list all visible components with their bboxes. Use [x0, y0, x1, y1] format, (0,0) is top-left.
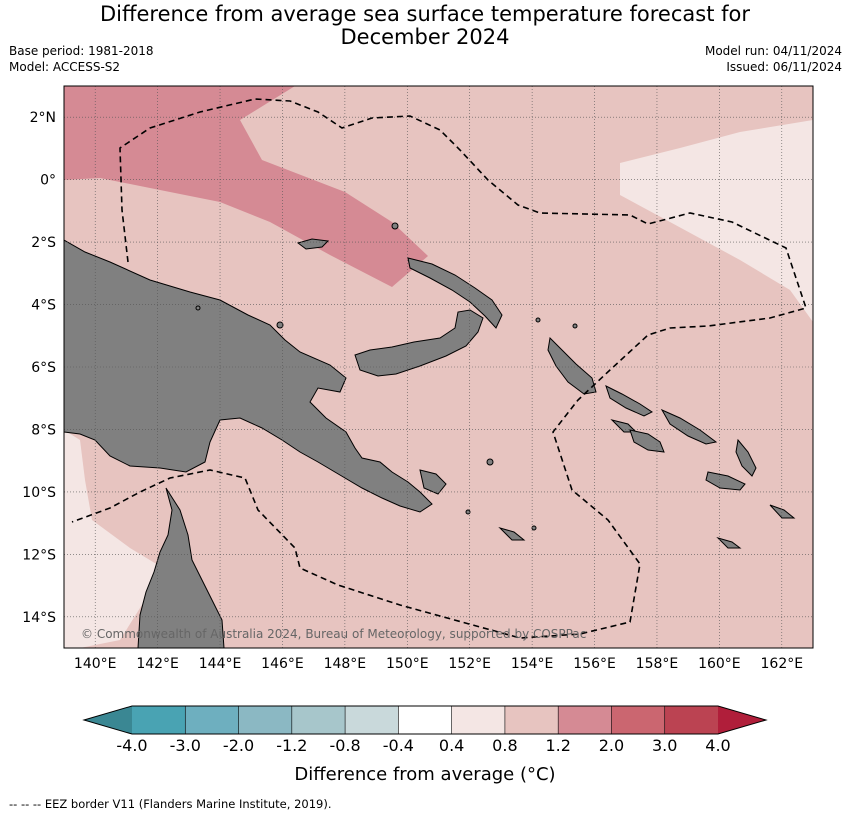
land-rennell [769, 504, 796, 519]
longitude-ticks: 140°E 142°E 144°E 146°E 148°E 150°E 152°E 154°E… [74, 656, 803, 672]
land-louisiade [498, 526, 526, 541]
colorbar-tick-label: 4.0 [705, 736, 730, 755]
colorbar-tick-label: 2.0 [599, 736, 624, 755]
colorbar-swatch [664, 706, 719, 734]
land-manus [296, 238, 330, 250]
land-choiseul [605, 385, 653, 417]
lon-tick-label: 152°E [448, 656, 491, 672]
gridlines [64, 86, 813, 648]
lat-tick-label: 2°S [31, 235, 56, 251]
colorbar-tick-label: -4.0 [116, 736, 147, 755]
land-new-ireland [407, 257, 503, 329]
colorbar-swatch [132, 706, 186, 734]
colorbar-tick-label: 0.8 [492, 736, 517, 755]
land-bougainville [547, 336, 597, 395]
lon-tick-label: 162°E [761, 656, 804, 672]
anomaly-band-0p4-0p8-southwest [64, 430, 158, 648]
land-santa-isabel [660, 408, 718, 445]
lat-tick-label: 6°S [31, 360, 56, 376]
colorbar-swatch [398, 706, 453, 734]
lat-tick-label: 10°S [22, 485, 56, 501]
colorbar-tick-label: 0.4 [439, 736, 464, 755]
colorbar-tick-label: -1.2 [276, 736, 307, 755]
title-line-1: Difference from average sea surface temp… [100, 2, 750, 26]
land-new-britain [354, 309, 484, 377]
colorbar-extend-high [718, 706, 766, 734]
base-period: Base period: 1981-2018 [9, 44, 154, 58]
model-run: Model run: 04/11/2024 [704, 44, 842, 58]
colorbar [82, 705, 768, 735]
land-tagula [716, 536, 742, 549]
copyright-text: © Commonwealth of Australia 2024, Bureau… [81, 627, 586, 641]
colorbar-outline [82, 705, 768, 735]
meta-left: Base period: 1981-2018 Model: ACCESS-S2 [9, 43, 154, 75]
lon-tick-label: 156°E [573, 656, 616, 672]
land-new-guinea [64, 239, 433, 513]
lon-tick-label: 144°E [199, 656, 242, 672]
colorbar-ticks: -4.0 -3.0 -2.0 -1.2 -0.8 -0.4 0.4 0.8 1.2 2.0 3.0 4… [116, 736, 730, 755]
lon-tick-label: 142°E [136, 656, 179, 672]
colorbar-swatch [451, 706, 506, 734]
lat-tick-label: 2°N [30, 110, 56, 126]
colorbar-tick-label: -0.8 [329, 736, 360, 755]
colorbar-swatch [611, 706, 666, 734]
colorbar-swatch [185, 706, 240, 734]
colorbar-swatch [504, 706, 559, 734]
land-makira [705, 471, 746, 491]
model-name: Model: ACCESS-S2 [9, 60, 121, 74]
anomaly-band-0p4-0p8-east [620, 120, 813, 322]
issued-date: Issued: 06/11/2024 [726, 60, 842, 74]
lat-tick-label: 8°S [31, 422, 56, 438]
colorbar-title: Difference from average (°C) [294, 764, 555, 785]
lon-tick-label: 154°E [511, 656, 554, 672]
lat-tick-label: 12°S [22, 547, 56, 563]
land-guadalcanal [629, 429, 665, 453]
lat-tick-label: 0° [40, 173, 56, 189]
lat-tick-label: 14°S [22, 610, 56, 626]
colorbar-swatch [558, 706, 612, 734]
anomaly-band-1p2-2p0 [64, 86, 428, 287]
lat-tick-label: 4°S [31, 298, 56, 314]
latitude-ticks: 2°N 0° 2°S 4°S 6°S 8°S 10°S 12°S 14°S [22, 110, 56, 626]
land-dentrecasteaux [419, 469, 447, 495]
map-frame [63, 85, 814, 649]
eez-footnote: -- -- -- EEZ border V11 (Flanders Marine… [9, 797, 332, 811]
colorbar-extend-low [84, 706, 132, 734]
land-malaita [735, 438, 757, 477]
colorbar-tick-label: -3.0 [170, 736, 201, 755]
lon-tick-label: 158°E [636, 656, 679, 672]
colorbar-tick-label: 1.2 [545, 736, 570, 755]
colorbar-swatch [345, 706, 399, 734]
lon-tick-label: 160°E [698, 656, 741, 672]
colorbar-swatch [291, 706, 346, 734]
small-islands [195, 222, 578, 531]
colorbar-tick-label: -0.4 [383, 736, 414, 755]
colorbar-tick-label: -2.0 [223, 736, 254, 755]
title-line-2: December 2024 [340, 25, 510, 49]
map-area: © Commonwealth of Australia 2024, Bureau… [64, 86, 813, 648]
lon-tick-label: 140°E [74, 656, 117, 672]
lon-tick-label: 148°E [324, 656, 367, 672]
colorbar-swatch [238, 706, 293, 734]
meta-right: Model run: 04/11/2024 Issued: 06/11/2024 [705, 43, 842, 75]
land-cape-york [137, 487, 225, 648]
colorbar-tick-label: 3.0 [652, 736, 677, 755]
lon-tick-label: 146°E [261, 656, 304, 672]
lon-tick-label: 150°E [386, 656, 429, 672]
chart-title: Difference from average sea surface temp… [0, 3, 850, 49]
